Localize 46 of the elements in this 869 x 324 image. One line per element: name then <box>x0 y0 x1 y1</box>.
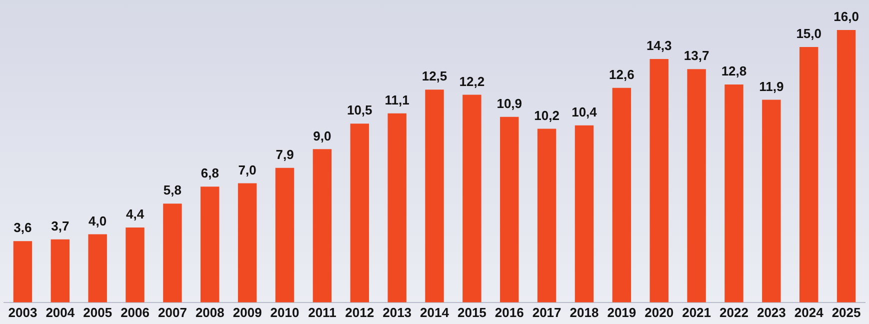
x-tick-label: 2013 <box>382 304 412 320</box>
data-label: 12,5 <box>422 68 448 84</box>
data-label: 10,2 <box>534 108 560 123</box>
data-label: 13,7 <box>684 48 710 64</box>
data-label: 3,7 <box>51 218 70 234</box>
data-label: 12,6 <box>609 66 634 82</box>
x-tick-label: 2015 <box>457 304 486 320</box>
data-label: 12,8 <box>721 64 747 79</box>
x-tick-label: 2007 <box>158 304 187 320</box>
data-label: 10,4 <box>572 104 598 120</box>
x-tick-label: 2006 <box>120 304 150 320</box>
data-label: 6,8 <box>200 166 219 181</box>
x-tick-label: 2019 <box>607 304 636 320</box>
x-tick-label: 2025 <box>832 304 861 320</box>
data-label: 7,0 <box>238 162 256 178</box>
x-tick-label: 2018 <box>570 304 599 320</box>
data-label: 5,8 <box>163 182 182 198</box>
data-label: 11,1 <box>384 92 410 108</box>
x-tick-label: 2022 <box>720 304 748 320</box>
data-label: 16,0 <box>834 9 859 24</box>
data-label: 14,3 <box>646 38 672 54</box>
x-tick-label: 2011 <box>308 304 336 320</box>
data-label: 4,4 <box>126 206 145 222</box>
x-tick-label: 2008 <box>195 304 224 320</box>
x-tick-label: 2024 <box>794 304 824 320</box>
data-label: 9,0 <box>313 128 332 144</box>
x-tick-label: 2012 <box>345 304 374 320</box>
x-tick-label: 2014 <box>420 304 450 320</box>
data-label: 10,9 <box>496 96 522 111</box>
x-tick-label: 2005 <box>83 304 112 320</box>
x-tick-label: 2017 <box>532 304 562 320</box>
data-label: 7,9 <box>276 146 294 162</box>
x-tick-label: 2020 <box>644 304 674 320</box>
data-label: 11,9 <box>759 78 784 94</box>
x-tick-label: 2003 <box>8 304 38 320</box>
data-label: 3,6 <box>14 220 32 236</box>
x-tick-label: 2009 <box>232 304 262 320</box>
x-tick-label: 2021 <box>682 304 712 320</box>
x-tick-label: 2004 <box>46 304 76 320</box>
data-label: 4,0 <box>88 213 107 228</box>
x-tick-label: 2023 <box>756 304 786 320</box>
data-label: 12,2 <box>459 74 485 89</box>
x-tick-label: 2010 <box>270 304 300 320</box>
x-tick-label: 2016 <box>494 304 524 320</box>
data-label: 10,5 <box>346 102 372 118</box>
data-label: 15,0 <box>796 26 822 42</box>
